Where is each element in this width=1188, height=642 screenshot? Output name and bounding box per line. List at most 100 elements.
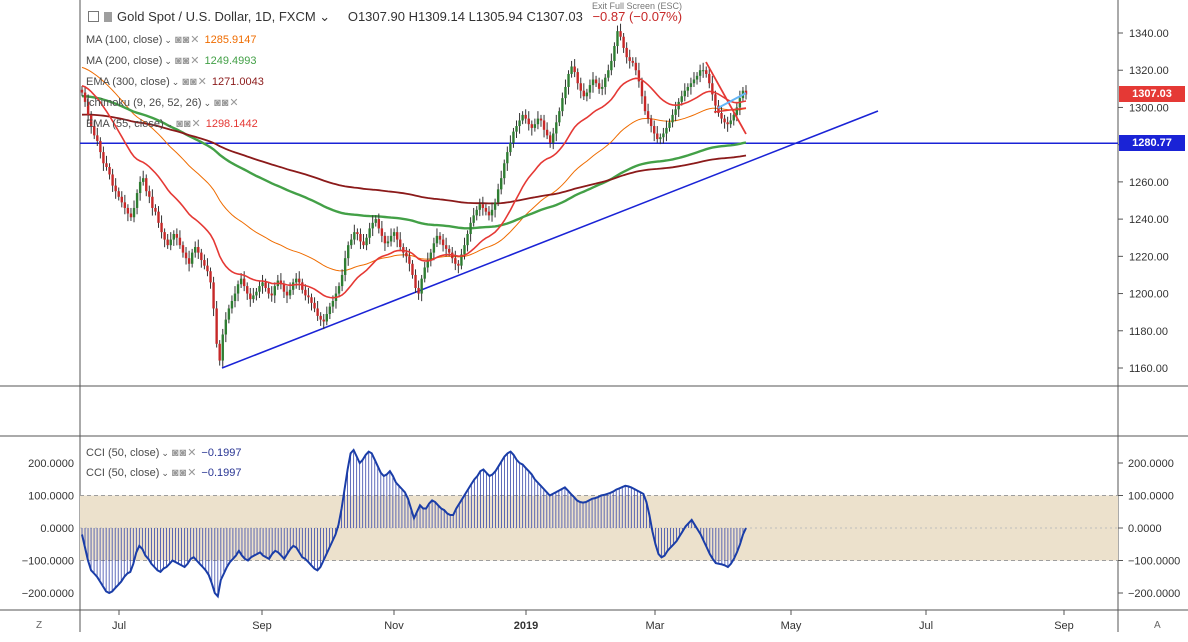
indicator-legend[interactable]: MA (100, close) ⌄ ◙◙✕ 1285.9147 (86, 33, 256, 46)
candle-body (475, 209, 478, 216)
candle-body (215, 308, 218, 344)
candle-body (518, 120, 521, 127)
legend-buttons-icon[interactable]: ◙◙✕ (174, 55, 201, 67)
candle-body (135, 193, 139, 208)
ohlc-high: H1309.14 (408, 9, 465, 24)
price-tick-label: 1160.00 (1129, 363, 1168, 375)
symbol-name[interactable]: Gold Spot / U.S. Dollar, 1D, FXCM (117, 9, 316, 24)
candle-body (735, 107, 739, 115)
candle-body (582, 90, 586, 97)
candle-body (145, 178, 148, 192)
legend-label[interactable]: EMA (300, close) (86, 76, 170, 88)
legend-buttons-icon[interactable]: ◙◙✕ (214, 97, 240, 109)
cci-tick-label-right: 0.0000 (1128, 523, 1162, 535)
candle-body (89, 114, 93, 127)
cci-tick-label-left: −100.0000 (22, 556, 74, 568)
candle-body (123, 202, 127, 208)
legend-buttons-icon[interactable]: ◙◙✕ (174, 34, 201, 46)
price-tick-label: 1180.00 (1129, 326, 1168, 338)
candle-body (154, 207, 157, 212)
candle-body (686, 86, 690, 91)
candle-body (616, 31, 619, 47)
candle-body (386, 241, 390, 244)
chevron-down-icon[interactable]: ⌄ (161, 468, 169, 478)
indicator-legend[interactable]: EMA (55, close) ⌄ ◙◙✕ 1298.1442 (86, 117, 258, 130)
chevron-down-icon[interactable]: ⌄ (161, 448, 169, 458)
cci-tick-label-left: 100.0000 (28, 491, 74, 503)
candle-body (148, 191, 151, 197)
candle-body (668, 122, 671, 128)
price-tick-label: 1320.00 (1129, 65, 1169, 77)
candle-body (588, 85, 592, 93)
candle-body (711, 83, 714, 95)
candle-body (487, 211, 491, 216)
candle-body (246, 286, 249, 294)
candle-body (698, 70, 702, 76)
candle-body (83, 92, 87, 102)
cci-legend[interactable]: CCI (50, close) ⌄ ◙◙✕ −0.1997 (86, 446, 242, 459)
timezone-button[interactable]: Z (36, 620, 43, 631)
candle-body (490, 209, 494, 216)
indicator-legend[interactable]: Ichimoku (9, 26, 52, 26) ⌄ ◙◙✕ (86, 96, 244, 109)
cci-legend[interactable]: CCI (50, close) ⌄ ◙◙✕ −0.1997 (86, 466, 242, 479)
chevron-down-icon[interactable]: ⌄ (315, 9, 331, 24)
wedge-lower-line[interactable] (713, 107, 747, 113)
chevron-down-icon[interactable]: ⌄ (165, 119, 174, 129)
candle-body (714, 94, 717, 106)
legend-label[interactable]: CCI (50, close) (86, 467, 160, 479)
indicator-legend[interactable]: EMA (300, close) ⌄ ◙◙✕ 1271.0043 (86, 75, 264, 88)
chevron-down-icon[interactable]: ⌄ (203, 98, 212, 108)
legend-label[interactable]: Ichimoku (9, 26, 52, 26) (86, 97, 202, 109)
ohlc-open: O1307.90 (347, 9, 405, 24)
exit-fullscreen-hint[interactable]: Exit Full Screen (ESC) (592, 1, 683, 11)
candle-body (708, 73, 711, 84)
legend-label[interactable]: MA (200, close) (86, 55, 163, 67)
candle-body (567, 73, 570, 87)
candle-body (175, 234, 179, 238)
candle-body (484, 207, 488, 212)
chevron-down-icon[interactable]: ⌄ (164, 35, 172, 45)
collapse-icon[interactable] (88, 11, 99, 22)
candle-body (472, 215, 475, 223)
cci-tick-label-left: −200.0000 (22, 588, 74, 600)
candle-body (466, 234, 469, 246)
support-trendline[interactable] (221, 110, 879, 369)
candle-body (506, 152, 509, 164)
legend-value: 1285.9147 (204, 34, 257, 46)
price-change: −0.87 (−0.07%) (592, 9, 683, 24)
time-tick-label: Jul (919, 620, 933, 632)
price-tick-label: 1240.00 (1129, 214, 1169, 226)
candle-body (720, 113, 723, 119)
candle-body (374, 219, 377, 223)
indicator-legend[interactable]: MA (200, close) ⌄ ◙◙✕ 1249.4993 (86, 54, 256, 67)
legend-label[interactable]: MA (100, close) (86, 34, 163, 46)
legend-value: 1298.1442 (205, 118, 258, 130)
time-tick-label: Nov (384, 620, 404, 632)
candle-body (438, 235, 442, 240)
legend-label[interactable]: EMA (55, close) (86, 118, 164, 130)
candle-body (310, 297, 313, 303)
candle-body (233, 293, 237, 301)
chevron-down-icon[interactable]: ⌄ (164, 56, 172, 66)
candle-body (337, 286, 341, 294)
candle-body (521, 114, 524, 121)
chevron-down-icon[interactable]: ⌄ (171, 77, 180, 87)
candle-body (267, 287, 270, 294)
candle-body (356, 232, 359, 234)
wedge-upper-line[interactable] (705, 61, 747, 135)
candle-body (555, 122, 558, 134)
legend-buttons-icon[interactable]: ◙◙✕ (171, 447, 198, 459)
candle-body (692, 79, 696, 84)
candle-body (460, 254, 463, 266)
legend-buttons-icon[interactable]: ◙◙✕ (176, 118, 202, 130)
candle-body (622, 36, 625, 48)
legend-label[interactable]: CCI (50, close) (86, 447, 160, 459)
candle-body (411, 263, 414, 275)
candle-body (493, 202, 497, 210)
ema55-line (81, 77, 747, 299)
auto-scale-button[interactable]: A (1154, 620, 1161, 631)
legend-buttons-icon[interactable]: ◙◙✕ (171, 467, 198, 479)
legend-buttons-icon[interactable]: ◙◙✕ (182, 76, 208, 88)
candle-body (203, 260, 206, 266)
